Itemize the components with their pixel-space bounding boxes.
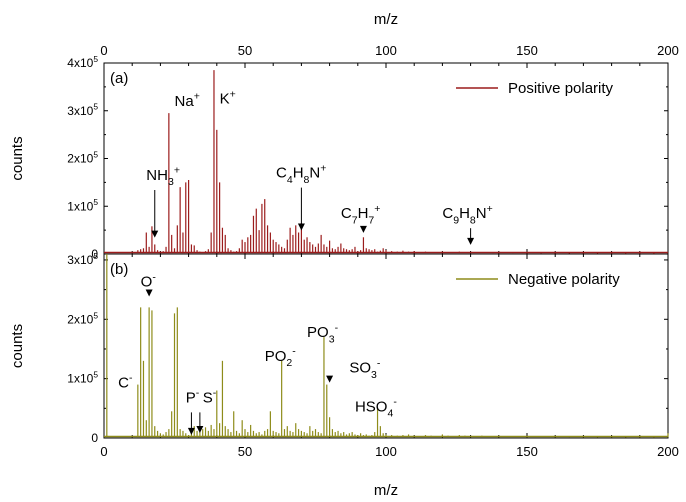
x-tick-label: 200 xyxy=(657,444,679,459)
x-tick-label: 150 xyxy=(516,43,538,58)
x-tick-label: 50 xyxy=(238,444,252,459)
peak-annotation: SO3- xyxy=(349,357,381,381)
annotation-arrowhead xyxy=(297,223,305,231)
annotation-arrowhead xyxy=(187,427,195,435)
annotation-arrowhead xyxy=(151,230,159,238)
panel-label: (a) xyxy=(110,70,128,87)
panel-label: (b) xyxy=(110,261,128,278)
peak-annotation: C9H8N+ xyxy=(442,203,492,227)
x-axis-title-bottom: m/z xyxy=(374,482,398,499)
peak-annotation: K+ xyxy=(220,88,236,107)
peak-annotation: HSO4- xyxy=(355,396,397,420)
x-tick-label: 100 xyxy=(375,43,397,58)
y-tick-label: 1x105 xyxy=(67,370,98,386)
peak-annotation: PO2- xyxy=(265,346,297,370)
peak-annotation: P- xyxy=(186,387,200,406)
y-tick-label: 4x105 xyxy=(67,54,98,70)
annotation-arrowhead xyxy=(145,289,153,297)
x-tick-label: 200 xyxy=(657,43,679,58)
y-tick-label: 2x105 xyxy=(67,149,98,165)
annotation-arrowhead xyxy=(359,225,367,233)
peak-annotation: O- xyxy=(141,271,157,290)
peak-annotation: Na+ xyxy=(175,91,200,110)
y-tick-label: 3x105 xyxy=(67,251,98,267)
y-tick-label: 0 xyxy=(91,247,98,261)
x-axis-title-top: m/z xyxy=(374,11,398,28)
y-tick-label: 1x105 xyxy=(67,197,98,213)
x-tick-label: 50 xyxy=(238,43,252,58)
y-axis-title: counts xyxy=(9,136,26,180)
x-tick-label: 100 xyxy=(375,444,397,459)
peak-annotation: PO3- xyxy=(307,322,339,346)
annotation-arrowhead xyxy=(326,375,334,383)
annotation-arrowhead xyxy=(196,426,204,434)
legend-label: Negative polarity xyxy=(508,271,620,288)
peak-annotation: C- xyxy=(118,372,133,391)
peak-annotation: S- xyxy=(203,387,217,406)
peak-annotation: NH3+ xyxy=(146,165,180,189)
x-tick-label: 0 xyxy=(100,444,107,459)
legend-label: Positive polarity xyxy=(508,80,614,97)
y-tick-label: 0 xyxy=(91,431,98,445)
y-tick-label: 2x105 xyxy=(67,310,98,326)
peak-annotation: C4H8N+ xyxy=(276,162,326,186)
y-tick-label: 3x105 xyxy=(67,102,98,118)
x-tick-label: 150 xyxy=(516,444,538,459)
peak-annotation: C7H7+ xyxy=(341,203,381,227)
y-axis-title: counts xyxy=(9,324,26,368)
x-tick-label: 0 xyxy=(100,43,107,58)
annotation-arrowhead xyxy=(467,237,475,245)
